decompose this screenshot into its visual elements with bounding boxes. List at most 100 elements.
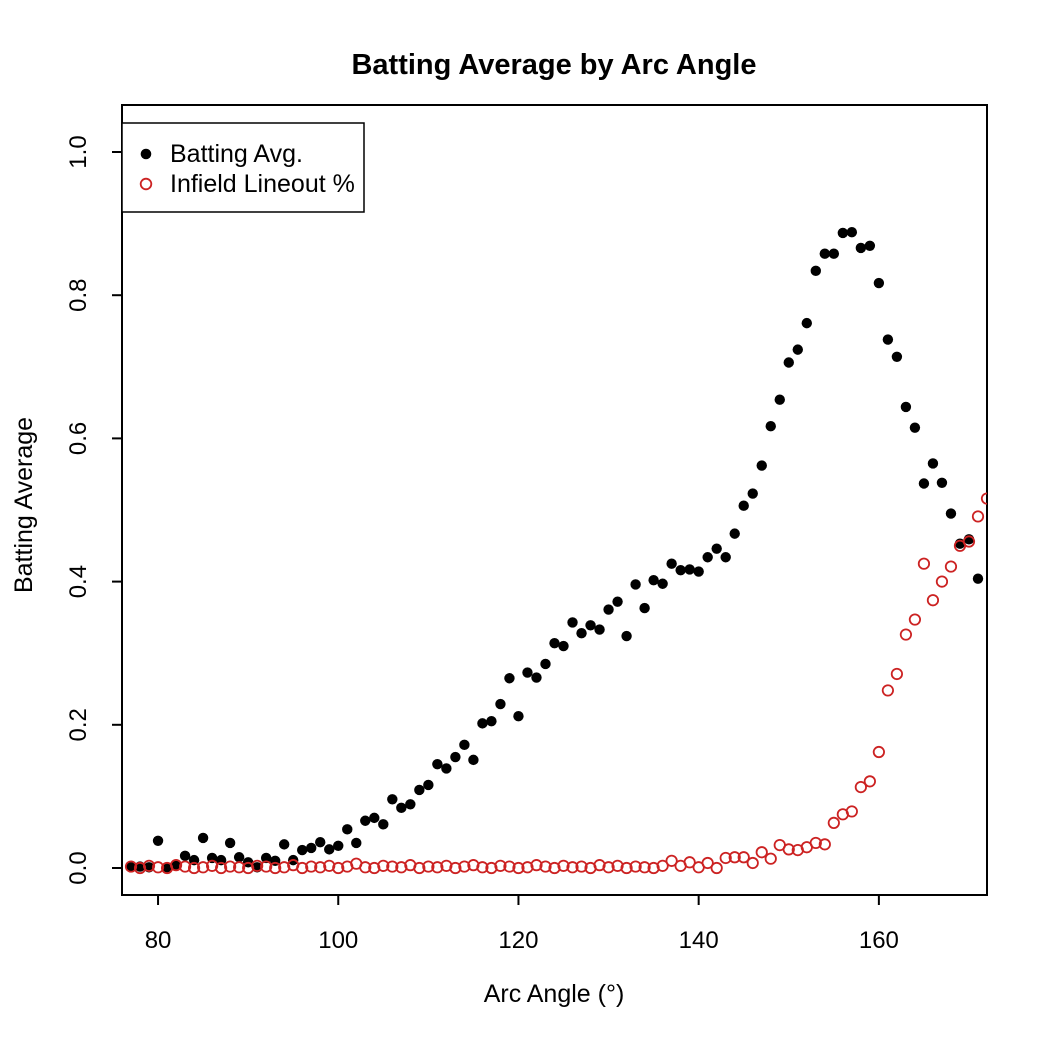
y-tick-label: 0.0: [65, 851, 92, 884]
data-point-batting-avg: [260, 852, 272, 864]
data-point-batting-avg: [468, 754, 479, 766]
data-point-infield-lineout: [944, 560, 958, 573]
data-point-infield-lineout: [413, 861, 426, 875]
data-point-batting-avg: [585, 620, 596, 631]
data-point-batting-avg: [927, 458, 939, 469]
data-point-infield-lineout: [305, 860, 318, 873]
data-point-infield-lineout: [566, 861, 579, 874]
data-point-batting-avg: [224, 837, 236, 849]
data-point-infield-lineout: [260, 860, 273, 873]
data-point-batting-avg: [297, 844, 308, 856]
data-point-infield-lineout: [827, 816, 840, 829]
data-point-infield-lineout: [530, 859, 543, 872]
data-point-batting-avg: [405, 799, 416, 810]
data-point-batting-avg: [369, 812, 380, 824]
data-point-infield-lineout: [863, 775, 876, 788]
data-point-batting-avg: [612, 596, 623, 607]
data-point-infield-lineout: [755, 846, 768, 859]
data-point-batting-avg: [657, 578, 668, 589]
data-point-batting-avg: [495, 698, 506, 710]
data-point-batting-avg: [315, 837, 326, 848]
y-tick-label: 0.2: [65, 708, 92, 741]
data-point-infield-lineout: [476, 861, 489, 874]
x-tick-label: 120: [498, 927, 538, 954]
data-point-batting-avg: [450, 751, 461, 763]
data-point-batting-avg: [738, 500, 749, 511]
data-point-batting-avg: [855, 242, 867, 254]
y-tick-label: 0.4: [65, 565, 92, 598]
x-tick-label: 140: [679, 927, 719, 954]
data-point-infield-lineout: [962, 535, 976, 548]
data-point-batting-avg: [396, 802, 407, 814]
data-point-infield-lineout: [890, 667, 903, 681]
data-point-batting-avg: [675, 564, 686, 576]
data-point-infield-lineout: [557, 859, 570, 872]
data-point-batting-avg: [630, 579, 641, 590]
legend: Batting Avg. Infield Lineout %: [121, 122, 365, 213]
data-point-infield-lineout: [809, 836, 822, 850]
data-point-infield-lineout: [620, 861, 633, 875]
data-point-batting-avg: [594, 624, 605, 635]
data-point-infield-lineout: [638, 861, 651, 874]
data-point-batting-avg: [891, 351, 903, 362]
data-point-infield-lineout: [728, 851, 741, 864]
data-point-batting-avg: [702, 552, 713, 563]
data-point-infield-lineout: [575, 860, 588, 873]
legend-label-infield-lineout: Infield Lineout %: [170, 170, 355, 198]
data-point-batting-avg: [197, 832, 209, 844]
data-point-batting-avg: [684, 564, 695, 575]
data-point-batting-avg: [549, 637, 560, 649]
data-point-infield-lineout: [746, 856, 759, 870]
data-point-infield-lineout: [602, 861, 615, 874]
data-point-batting-avg: [477, 718, 488, 729]
data-point-batting-avg: [504, 673, 515, 684]
data-point-infield-lineout: [178, 860, 192, 873]
data-point-batting-avg: [837, 227, 849, 239]
y-tick-label: 0.6: [65, 422, 92, 455]
chart-title: Batting Average by Arc Angle: [351, 49, 756, 81]
data-point-batting-avg: [170, 860, 182, 872]
data-point-infield-lineout: [431, 861, 444, 874]
data-point-infield-lineout: [142, 859, 156, 872]
data-point-infield-lineout: [215, 861, 228, 875]
data-point-infield-lineout: [449, 861, 462, 875]
data-point-infield-lineout: [458, 860, 471, 873]
data-point-batting-avg: [567, 617, 578, 628]
data-point-batting-avg: [558, 640, 569, 652]
data-point-batting-avg: [792, 344, 803, 355]
data-point-batting-avg: [531, 672, 542, 683]
plot-area: [124, 226, 987, 875]
data-point-batting-avg: [666, 558, 677, 569]
data-point-infield-lineout: [656, 859, 669, 872]
data-point-batting-avg: [486, 716, 497, 727]
y-axis: 0.0 0.2 0.4 0.6 0.8 1.0: [65, 135, 122, 885]
x-axis-title: Arc Angle (°): [484, 980, 625, 1008]
data-point-batting-avg: [378, 819, 389, 830]
data-point-infield-lineout: [269, 861, 282, 875]
x-tick-label: 80: [145, 927, 172, 954]
data-point-infield-lineout: [854, 780, 867, 794]
data-point-infield-lineout: [782, 843, 795, 856]
data-point-infield-lineout: [899, 628, 913, 641]
data-point-infield-lineout: [169, 859, 183, 872]
data-point-infield-lineout: [494, 859, 507, 872]
data-point-batting-avg: [873, 277, 885, 289]
data-point-batting-avg: [882, 334, 894, 345]
data-point-batting-avg: [828, 248, 840, 259]
data-point-infield-lineout: [701, 856, 714, 870]
data-point-batting-avg: [387, 794, 398, 805]
data-point-batting-avg: [414, 784, 425, 796]
y-tick-label: 0.8: [65, 279, 92, 312]
data-point-batting-avg: [900, 401, 912, 413]
y-axis-title: Batting Average: [10, 417, 38, 593]
data-point-batting-avg: [936, 477, 948, 488]
data-point-batting-avg: [864, 240, 876, 251]
data-point-batting-avg: [711, 543, 722, 554]
data-point-batting-avg: [810, 265, 822, 277]
x-axis: 80 100 120 140 160: [145, 895, 899, 954]
y-tick-label: 1.0: [65, 135, 92, 168]
data-point-infield-lineout: [512, 861, 525, 875]
data-point-infield-lineout: [386, 860, 399, 873]
data-point-infield-lineout: [359, 861, 372, 874]
